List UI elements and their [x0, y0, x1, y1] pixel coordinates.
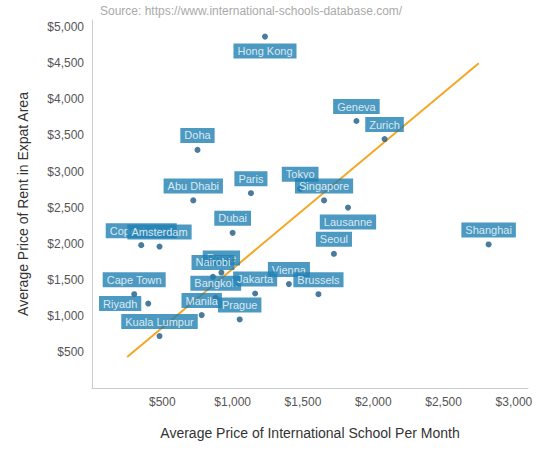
svg-text:Bangkok: Bangkok [194, 277, 237, 289]
svg-text:$500: $500 [57, 345, 84, 359]
svg-text:Geneva: Geneva [337, 101, 376, 113]
svg-text:Kuala Lumpur: Kuala Lumpur [125, 316, 194, 328]
svg-text:Dubai: Dubai [218, 212, 247, 224]
svg-text:$1,500: $1,500 [285, 395, 322, 409]
svg-text:Tokyo: Tokyo [285, 168, 315, 181]
svg-text:$1,500: $1,500 [47, 273, 84, 287]
svg-text:Zurich: Zurich [369, 119, 400, 131]
svg-text:Prague: Prague [222, 299, 257, 311]
svg-text:Paris: Paris [238, 173, 264, 185]
svg-text:Abu Dhabi: Abu Dhabi [168, 180, 219, 192]
svg-text:$2,500: $2,500 [425, 395, 462, 409]
svg-text:$5,000: $5,000 [47, 20, 84, 34]
svg-text:$4,000: $4,000 [47, 92, 84, 106]
svg-text:Shanghai: Shanghai [465, 224, 512, 236]
svg-text:Doha: Doha [184, 129, 211, 141]
svg-text:$3,500: $3,500 [47, 128, 84, 142]
svg-text:Vienna: Vienna [271, 263, 306, 276]
svg-text:Jakarta: Jakarta [237, 273, 274, 285]
svg-text:Average Price of Rent in Expat: Average Price of Rent in Expat Area [15, 92, 31, 316]
svg-text:Nairobi: Nairobi [196, 256, 231, 268]
svg-text:Manila: Manila [186, 295, 219, 307]
svg-text:Amsterdam: Amsterdam [131, 226, 187, 238]
svg-text:$1,000: $1,000 [47, 309, 84, 323]
svg-text:$3,000: $3,000 [496, 395, 533, 409]
svg-text:Riyadh: Riyadh [103, 298, 137, 310]
svg-text:$4,500: $4,500 [47, 56, 84, 70]
svg-text:Lausanne: Lausanne [324, 216, 372, 228]
svg-text:Source: https://www.internatio: Source: https://www.international-school… [100, 4, 403, 18]
svg-text:$500: $500 [149, 395, 176, 409]
svg-text:$2,000: $2,000 [47, 237, 84, 251]
svg-text:Seoul: Seoul [320, 233, 348, 245]
svg-text:$2,000: $2,000 [355, 395, 392, 409]
svg-text:Hong Kong: Hong Kong [237, 45, 292, 57]
svg-text:$2,500: $2,500 [47, 201, 84, 215]
svg-text:Average Price of International: Average Price of International School Pe… [160, 425, 459, 441]
svg-text:Cape Town: Cape Town [107, 274, 162, 286]
svg-text:Brussels: Brussels [297, 274, 340, 286]
svg-text:$3,000: $3,000 [47, 165, 84, 179]
svg-text:Singapore: Singapore [299, 180, 349, 192]
svg-text:$1,000: $1,000 [214, 395, 251, 409]
